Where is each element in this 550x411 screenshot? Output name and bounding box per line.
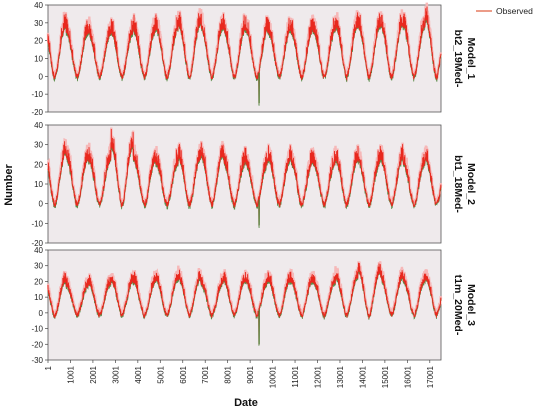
- panels-group: -20 -10 0 10 20 30 40 bt2_19Med- Model_1 -20 -10 0 1…: [31, 1, 477, 365]
- y-tick-label: 20: [34, 37, 43, 46]
- x-tick-label: 1: [44, 365, 53, 370]
- y-tick-label: 30: [34, 141, 43, 150]
- y-tick-label: 30: [34, 19, 43, 28]
- x-tick-label: 6001: [179, 365, 188, 383]
- x-tick-label: 17001: [426, 365, 435, 388]
- x-tick-label: 7001: [201, 365, 210, 383]
- x-tick-label: 9001: [246, 365, 255, 383]
- y-tick-label: -10: [31, 90, 43, 99]
- y-tick-label: 0: [39, 200, 44, 209]
- x-tick-label: 5001: [156, 365, 165, 383]
- y-tick-label: 10: [34, 55, 43, 64]
- panel-label-line1: t1m_20Med-: [452, 275, 464, 336]
- y-tick-label: -20: [31, 239, 43, 248]
- panel-label-line2: Model_3: [465, 284, 477, 326]
- y-tick-label: 20: [34, 160, 43, 169]
- panel-3: -30 -20 -10 0 10 20 30 40 t1m_20Med- Model_3: [31, 246, 477, 365]
- series-observed-line: [47, 6, 442, 104]
- y-axis-title: Number: [3, 164, 15, 206]
- y-tick-label: -20: [31, 340, 43, 349]
- x-tick-label: 4001: [134, 365, 143, 383]
- x-tick-label: 10001: [269, 365, 278, 388]
- x-tick-label: 15001: [381, 365, 390, 388]
- x-tick-label: 12001: [314, 365, 323, 388]
- panel-2: -20 -10 0 10 20 30 40 bt1_18Med- Model_2: [31, 121, 477, 248]
- panel-1: -20 -10 0 10 20 30 40 bt2_19Med- Model_1: [31, 1, 477, 117]
- y-tick-label: 40: [34, 121, 43, 130]
- x-axis-title: Date: [234, 397, 258, 409]
- series-observed-line: [47, 128, 442, 226]
- y-tick-label: 10: [34, 180, 43, 189]
- y-tick-label: 40: [34, 1, 43, 10]
- y-tick-label: 10: [34, 293, 43, 302]
- panel-background: [47, 249, 442, 361]
- panel-label-line2: Model_2: [465, 163, 477, 205]
- y-tick-label: -20: [31, 108, 43, 117]
- x-tick-label: 1001: [66, 365, 75, 383]
- series-observed-line: [47, 262, 442, 345]
- x-tick-label: 16001: [403, 365, 412, 388]
- x-tick-label: 14001: [358, 365, 367, 388]
- x-tick-label: 2001: [89, 365, 98, 383]
- x-tick-label: 11001: [291, 365, 300, 387]
- y-tick-label: 0: [39, 72, 44, 81]
- y-tick-label: 0: [39, 309, 44, 318]
- panel-label-line1: bt1_18Med-: [452, 155, 464, 213]
- panel-background: [47, 124, 442, 244]
- legend-label: Observed: [496, 6, 533, 16]
- panel-label-line2: Model_1: [465, 37, 477, 79]
- y-tick-label: 20: [34, 277, 43, 286]
- series-secondary-trace: [47, 17, 442, 106]
- y-tick-label: -10: [31, 219, 43, 228]
- x-tick-label: 13001: [336, 365, 345, 388]
- x-tick-label: 8001: [224, 365, 233, 383]
- y-tick-label: -10: [31, 325, 43, 334]
- y-tick-label: 30: [34, 262, 43, 271]
- x-tick-label: 3001: [111, 365, 120, 383]
- panel-label-line1: bt2_19Med-: [452, 30, 464, 88]
- x-axis: 1 1001 2001 3001 4001 5001 6001 7001 8001 9001 100…: [44, 360, 435, 388]
- y-tick-label: -30: [31, 356, 43, 365]
- y-tick-label: 40: [34, 246, 43, 255]
